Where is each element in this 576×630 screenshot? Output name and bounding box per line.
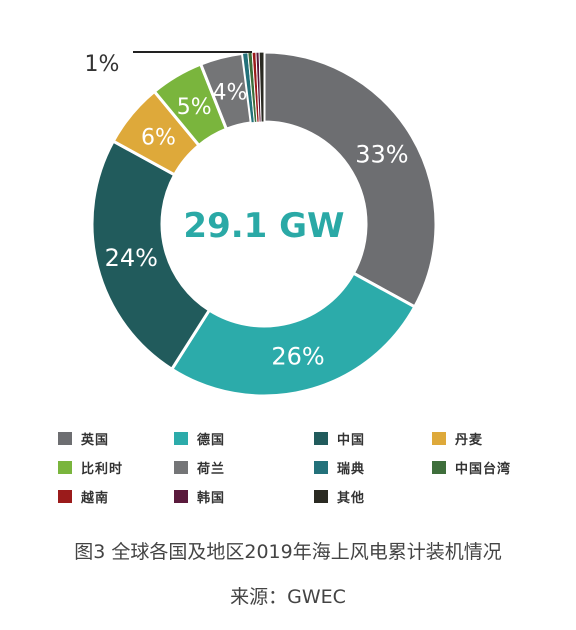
legend-swatch [58, 489, 72, 503]
legend-item: 瑞典 [314, 459, 366, 477]
figure-source: 来源：GWEC [230, 586, 346, 608]
legend-item: 中国 [314, 430, 366, 448]
legend-label: 中国 [337, 432, 366, 448]
slice-0 [262, 50, 438, 309]
legend-label: 中国台湾 [455, 461, 512, 477]
slice-label-4: 5% [177, 95, 212, 120]
legend-swatch [314, 460, 328, 474]
legend-item: 其他 [314, 488, 366, 506]
legend-label: 其他 [337, 490, 366, 506]
donut-slices [90, 50, 438, 398]
legend-swatch [174, 431, 188, 445]
legend-swatch [314, 489, 328, 503]
legend-item: 荷兰 [174, 459, 226, 477]
legend-item: 中国台湾 [432, 459, 512, 477]
legend-label: 荷兰 [197, 461, 226, 477]
legend-item: 丹麦 [432, 430, 484, 448]
legend-label: 越南 [81, 490, 110, 506]
slice-label-0: 33% [355, 140, 408, 168]
slice-label-3: 6% [141, 126, 176, 151]
legend-swatch [314, 431, 328, 445]
slice-1 [169, 271, 417, 398]
legend-item: 英国 [58, 430, 110, 448]
slice-label-5: 4% [212, 80, 247, 105]
legend-label: 德国 [197, 432, 226, 448]
slice-2 [90, 139, 212, 372]
legend-label: 韩国 [197, 490, 226, 506]
slice-label-2: 24% [105, 244, 158, 272]
legend-label: 英国 [81, 432, 110, 448]
slice-labels: 33% 26% 24% 6%5%4% [105, 80, 409, 370]
legend-item: 德国 [174, 430, 226, 448]
legend-item: 比利时 [58, 459, 124, 477]
callout-label: 1% [85, 52, 120, 77]
center-total-label: 29.1 GW [183, 206, 344, 246]
legend-label: 丹麦 [455, 432, 484, 448]
legend-swatch [174, 489, 188, 503]
figure-caption: 图3 全球各国及地区2019年海上风电累计装机情况 [74, 541, 502, 563]
legend-swatch [432, 431, 446, 445]
slice-label-1: 26% [271, 343, 324, 371]
legend-swatch [174, 460, 188, 474]
slice-10 [258, 51, 265, 123]
donut-chart: 33% 26% 24% 6%5%4% 1% 29.1 GW [85, 50, 438, 398]
legend-swatch [58, 460, 72, 474]
legend-item: 韩国 [174, 488, 226, 506]
chart-legend: 英国 德国 中国 丹麦比利时 荷兰 瑞典 中国台湾越南 韩国 其他 [58, 430, 558, 510]
legend-label: 瑞典 [337, 461, 366, 477]
legend-item: 越南 [58, 488, 110, 506]
legend-label: 比利时 [81, 461, 124, 477]
legend-swatch [432, 460, 446, 474]
legend-swatch [58, 431, 72, 445]
